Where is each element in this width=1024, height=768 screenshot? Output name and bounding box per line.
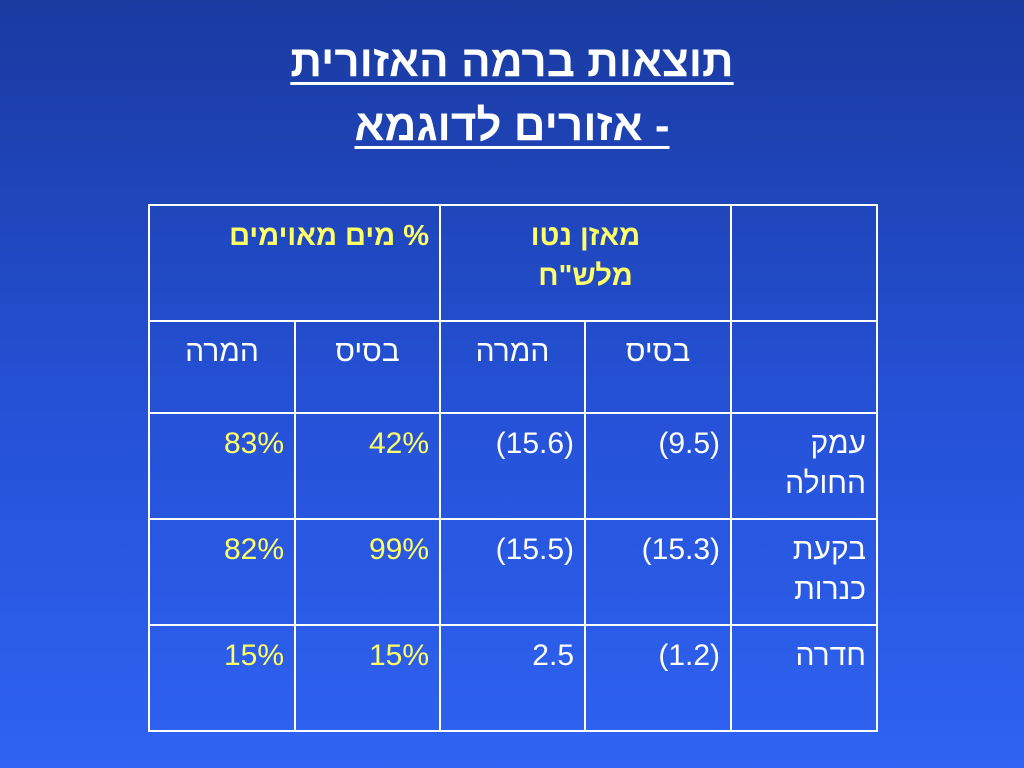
balance-goal-value: (15.6) <box>439 412 587 520</box>
water-base-value: 15% <box>293 624 442 732</box>
sub-header-row: המרה בסיס המרה בסיס <box>148 320 879 414</box>
title-line-1: תוצאות ברמה האזורית <box>290 37 734 86</box>
net-balance-header: מאזן נטו מלש"ח <box>439 204 733 322</box>
balance-base-header: בסיס <box>584 320 733 414</box>
region-name: עמק החולה <box>730 412 879 520</box>
water-base-value: 99% <box>293 518 442 626</box>
slide-title: תוצאות ברמה האזורית - אזורים לדוגמא <box>0 30 1024 158</box>
water-goal-value: 15% <box>148 624 296 732</box>
region-name: בקעת כנרות <box>730 518 879 626</box>
water-goal-header: המרה <box>148 320 296 414</box>
balance-goal-value: 2.5 <box>439 624 587 732</box>
balance-base-value: (1.2) <box>584 624 733 732</box>
table-row: 15% 15% 2.5 (1.2) חדרה <box>148 624 879 732</box>
water-goal-value: 82% <box>148 518 296 626</box>
water-base-header: בסיס <box>293 320 442 414</box>
balance-goal-value: (15.5) <box>439 518 587 626</box>
group-header-row: % מים מאוימים מאזן נטו מלש"ח <box>147 204 879 322</box>
table-row: 82% 99% (15.5) (15.3) בקעת כנרות <box>148 518 879 626</box>
balance-base-value: (9.5) <box>584 412 733 520</box>
empty-corner-cell <box>730 204 879 322</box>
regional-results-table: % מים מאוימים מאזן נטו מלש"ח המרה בסיס ה… <box>147 204 879 732</box>
region-name: חדרה <box>730 624 879 732</box>
title-line-2: - אזורים לדוגמא <box>354 101 670 150</box>
water-base-value: 42% <box>293 412 442 520</box>
balance-goal-header: המרה <box>439 320 587 414</box>
table-row: 83% 42% (15.6) (9.5) עמק החולה <box>148 412 879 520</box>
balance-base-value: (15.3) <box>584 518 733 626</box>
threatened-water-header: % מים מאוימים <box>147 204 442 322</box>
empty-sub-corner-cell <box>730 320 879 414</box>
water-goal-value: 83% <box>148 412 296 520</box>
